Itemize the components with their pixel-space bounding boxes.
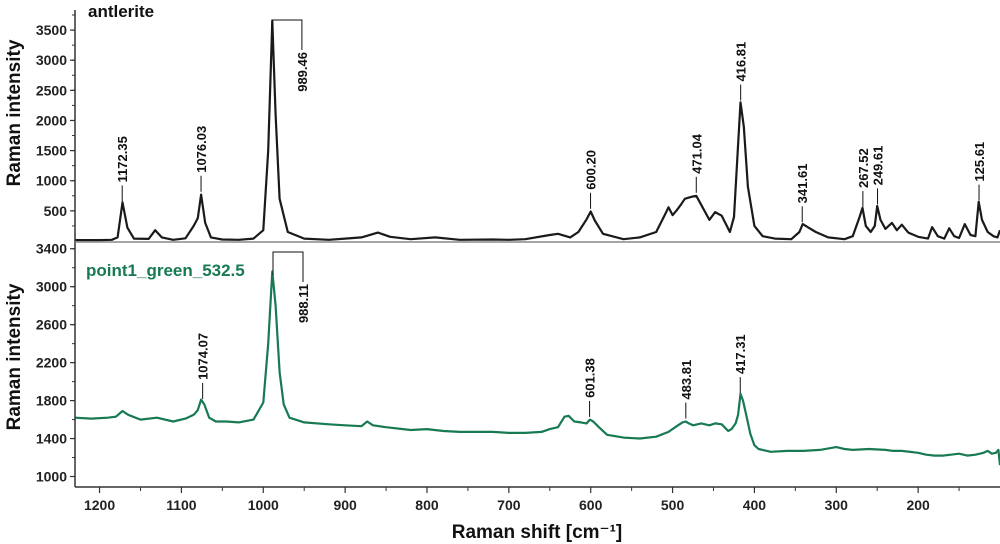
peak-bracket-top-2 (271, 19, 303, 50)
y-tick-label-bottom-2: 1800 (36, 393, 67, 409)
y-tick-label-top-5: 3000 (36, 52, 67, 68)
x-tick-label-3: 900 (333, 497, 357, 513)
peak-label-top-8: 249.61 (871, 146, 886, 186)
axes-frame (74, 10, 1000, 488)
bottom-panel-point1: 1000 1400 1800 2200 2600 3000 3400 point1_green… (36, 241, 1000, 485)
y-tick-label-bottom-4: 2600 (36, 317, 67, 333)
y-tick-label-top-3: 2000 (36, 112, 67, 128)
x-axis-title: Raman shift [cm⁻¹] (452, 522, 623, 543)
x-tick-label-0: 1200 (84, 497, 115, 513)
peak-label-top-7: 267.52 (856, 148, 871, 188)
x-tick-label-5: 700 (497, 497, 521, 513)
x-tick-label-6: 600 (579, 497, 603, 513)
peak-label-top-3: 600.20 (584, 150, 599, 190)
y-tick-label-bottom-0: 1000 (36, 469, 67, 485)
peak-label-top-9: 125.61 (972, 142, 987, 182)
y-tick-label-bottom-6: 3400 (36, 241, 67, 257)
y-tick-label-top-1: 1000 (36, 173, 67, 189)
peak-label-bottom-4: 417.31 (733, 334, 748, 374)
peak-label-bottom-3: 483.81 (679, 360, 694, 400)
x-tick-label-7: 500 (661, 497, 685, 513)
panel-title-top: antlerite (88, 2, 154, 21)
peak-label-top-4: 471.04 (689, 133, 704, 174)
y-tick-label-top-0: 500 (44, 203, 68, 219)
peak-label-bottom-2: 601.38 (583, 358, 598, 398)
peak-label-bottom-1: 988.11 (296, 284, 311, 323)
x-tick-label-9: 300 (825, 497, 849, 513)
peak-label-bottom-0: 1074.07 (196, 333, 211, 380)
y-tick-label-bottom-1: 1400 (36, 431, 67, 447)
y-tick-label-bottom-5: 3000 (36, 279, 67, 295)
x-tick-label-1: 1100 (166, 497, 197, 513)
peak-label-top-5: 416.81 (734, 42, 749, 82)
y-tick-label-top-4: 2500 (36, 82, 67, 98)
panel-title-bottom: point1_green_532.5 (86, 261, 245, 280)
y-tick-label-bottom-3: 2200 (36, 355, 67, 371)
series-line-top (75, 19, 1000, 242)
x-tick-label-8: 400 (743, 497, 767, 513)
y-axis-title-bottom: Raman intensity (4, 283, 25, 430)
y-axis-title-top: Raman intensity (4, 39, 25, 186)
x-tick-label-2: 1000 (248, 497, 279, 513)
series-line-bottom (74, 270, 1000, 466)
peak-label-top-6: 341.61 (795, 164, 810, 204)
y-axis-titles: Raman intensity Raman intensity (4, 39, 25, 430)
peak-label-top-0: 1172.35 (115, 136, 130, 182)
x-tick-label-10: 200 (906, 497, 930, 513)
y-tick-label-top-6: 3500 (36, 22, 67, 38)
peak-label-top-2: 989.46 (295, 52, 310, 92)
peak-label-top-1: 1076.03 (194, 126, 209, 173)
peak-bracket-bottom-1 (272, 251, 304, 282)
x-axis: 1200 1100 1000 900 800 700 600 500 400 300 200 Rama… (84, 487, 960, 543)
x-tick-label-4: 800 (415, 497, 439, 513)
y-tick-label-top-2: 1500 (36, 143, 67, 159)
top-panel-antlerite: 500 1000 1500 2000 2500 3000 3500 antlerite 1172… (36, 2, 1000, 242)
